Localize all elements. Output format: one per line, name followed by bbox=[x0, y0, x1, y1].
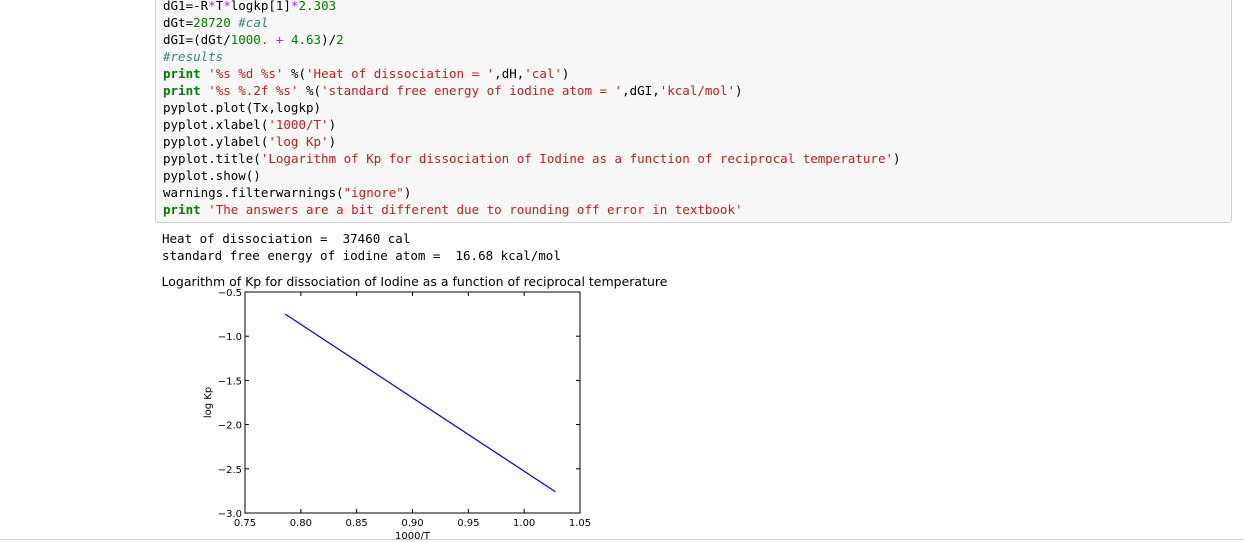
series-line bbox=[284, 313, 556, 493]
code-token: 4.63 bbox=[290, 32, 322, 47]
code-editor[interactable]: dG1=-R*T*logkp[1]*2.303 dGt=28720 #cal dGI… bbox=[163, 0, 901, 218]
x-tick-label: 0.75 bbox=[234, 518, 256, 529]
code-token: '%s %d %s' bbox=[208, 66, 284, 81]
code-cell-input[interactable] bbox=[155, 0, 1232, 223]
code-token: warnings.filterwarnings( bbox=[163, 185, 344, 200]
code-token: ) bbox=[328, 134, 337, 149]
x-tick-label: 0.85 bbox=[346, 518, 368, 529]
code-token: ) bbox=[328, 117, 337, 132]
cell-output: Heat of dissociation = 37460 cal standard… bbox=[162, 230, 561, 264]
code-token: ,dH, bbox=[494, 66, 525, 81]
code-token: 2.303 bbox=[298, 0, 337, 13]
code-token: #results bbox=[163, 49, 224, 64]
y-tick-label: −1.5 bbox=[218, 376, 242, 387]
code-token: pyplot.plot(Tx,logkp) bbox=[163, 100, 322, 115]
code-line[interactable]: pyplot.title('Logarithm of Kp for dissoc… bbox=[163, 150, 901, 167]
code-token: dGt= bbox=[163, 15, 194, 30]
code-token: ,dGI, bbox=[622, 83, 660, 98]
code-token: ) bbox=[403, 185, 412, 200]
code-line[interactable]: print '%s %d %s' %('Heat of dissociation… bbox=[163, 65, 901, 82]
x-tick-label: 0.80 bbox=[290, 518, 312, 529]
x-tick-label: 1.00 bbox=[513, 518, 535, 529]
y-tick-label: −3.0 bbox=[218, 509, 242, 520]
code-token: pyplot.show() bbox=[163, 168, 261, 183]
code-token: print bbox=[163, 83, 201, 98]
chart-title: Logarithm of Kp for dissociation of Iodi… bbox=[162, 274, 668, 289]
code-token: print bbox=[163, 202, 201, 217]
cell-divider bbox=[0, 539, 1244, 540]
code-token bbox=[268, 32, 276, 47]
x-tick-label: 1.05 bbox=[569, 518, 591, 529]
code-token: 'standard free energy of iodine atom = ' bbox=[321, 83, 623, 98]
code-token: 'kcal/mol' bbox=[659, 83, 735, 98]
x-axis-label: 1000/T bbox=[395, 531, 431, 540]
y-tick-label: −1.0 bbox=[218, 332, 242, 343]
code-line[interactable]: dG1=-R*T*logkp[1]*2.303 bbox=[163, 0, 901, 14]
output-line: standard free energy of iodine atom = 16… bbox=[162, 248, 561, 263]
code-token: dG1=-R bbox=[163, 0, 209, 13]
code-token: T bbox=[215, 0, 224, 13]
code-token: 'log Kp' bbox=[268, 134, 329, 149]
line-chart: Logarithm of Kp for dissociation of Iodi… bbox=[162, 274, 668, 540]
code-line[interactable]: print '%s %.2f %s' %('standard free ener… bbox=[163, 82, 901, 99]
code-line[interactable]: pyplot.show() bbox=[163, 167, 901, 184]
code-token: )/ bbox=[321, 32, 337, 47]
code-token: "ignore" bbox=[343, 185, 404, 200]
code-line[interactable]: pyplot.ylabel('log Kp') bbox=[163, 133, 901, 150]
code-token: 1000. bbox=[230, 32, 269, 47]
code-token: * bbox=[208, 0, 216, 13]
code-token: pyplot.xlabel( bbox=[163, 117, 269, 132]
code-token: ) bbox=[893, 151, 901, 166]
x-tick-label: 0.95 bbox=[457, 518, 479, 529]
code-token: dGI=(dGt/ bbox=[163, 32, 231, 47]
code-line[interactable]: warnings.filterwarnings("ignore") bbox=[163, 184, 901, 201]
code-token: 2 bbox=[336, 32, 344, 47]
code-token: logkp[1] bbox=[230, 0, 291, 13]
code-line[interactable]: dGI=(dGt/1000. + 4.63)/2 bbox=[163, 31, 901, 48]
y-tick-label: −2.5 bbox=[218, 465, 242, 476]
code-token: ) bbox=[735, 83, 743, 98]
y-axis-label: log Kp bbox=[203, 387, 214, 418]
code-token: ) bbox=[561, 66, 570, 81]
code-token: #cal bbox=[238, 15, 269, 30]
plot-frame bbox=[244, 291, 581, 514]
code-token: 'The answers are a bit different due to … bbox=[208, 202, 743, 217]
code-token: + bbox=[275, 32, 284, 47]
code-token: 28720 bbox=[193, 15, 231, 30]
y-tick-label: −2.0 bbox=[218, 421, 242, 432]
code-token: 'Logarithm of Kp for dissociation of Iod… bbox=[260, 151, 893, 166]
code-token: 'cal' bbox=[524, 66, 562, 81]
code-token: %( bbox=[298, 83, 322, 98]
code-line[interactable]: print 'The answers are a bit different d… bbox=[163, 201, 901, 218]
code-line[interactable]: #results bbox=[163, 48, 901, 65]
code-token: * bbox=[290, 0, 299, 13]
x-tick-label: 0.90 bbox=[401, 518, 423, 529]
code-line[interactable]: dGt=28720 #cal bbox=[163, 14, 901, 31]
output-line: Heat of dissociation = 37460 cal bbox=[162, 231, 411, 246]
code-line[interactable]: pyplot.xlabel('1000/T') bbox=[163, 116, 901, 133]
code-token: 'Heat of dissociation = ' bbox=[306, 66, 495, 81]
code-token: %( bbox=[283, 66, 307, 81]
y-tick-label: −0.5 bbox=[218, 288, 242, 299]
code-token bbox=[283, 32, 291, 47]
code-token: print bbox=[163, 66, 201, 81]
code-token: pyplot.title( bbox=[163, 151, 261, 166]
code-token: pyplot.ylabel( bbox=[163, 134, 269, 149]
code-token: '%s %.2f %s' bbox=[208, 83, 299, 98]
code-token: * bbox=[223, 0, 231, 13]
code-line[interactable]: pyplot.plot(Tx,logkp) bbox=[163, 99, 901, 116]
code-token: '1000/T' bbox=[268, 117, 329, 132]
